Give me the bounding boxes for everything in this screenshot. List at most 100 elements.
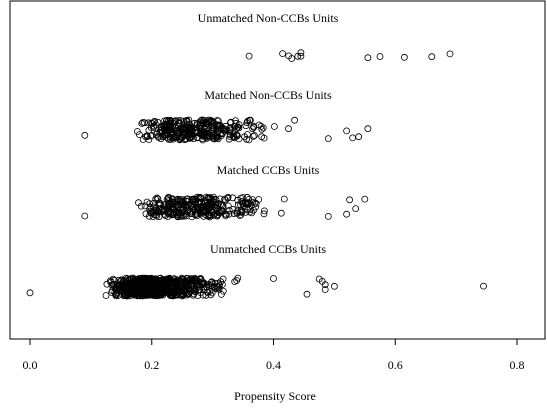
data-point	[285, 125, 292, 133]
data-point	[103, 280, 111, 288]
data-point	[214, 117, 222, 125]
data-point	[205, 116, 213, 124]
data-point	[152, 204, 160, 212]
data-point	[361, 195, 369, 203]
data-point	[163, 116, 171, 124]
data-point	[197, 117, 205, 125]
data-point	[197, 125, 205, 133]
data-point	[364, 125, 372, 133]
data-point	[257, 123, 265, 130]
data-point	[165, 280, 173, 288]
data-point	[158, 206, 166, 214]
data-point	[234, 209, 241, 217]
data-point	[158, 278, 166, 286]
data-point	[204, 288, 212, 296]
data-point	[248, 209, 256, 217]
data-point	[252, 203, 259, 211]
data-point	[349, 134, 357, 142]
data-point	[152, 286, 160, 294]
data-point	[201, 197, 209, 205]
data-point	[193, 210, 201, 218]
data-point	[291, 116, 299, 124]
data-point	[364, 54, 372, 62]
data-point	[148, 278, 156, 286]
data-point	[188, 127, 196, 135]
data-point	[260, 210, 268, 218]
data-point	[186, 134, 194, 142]
data-point	[206, 204, 213, 212]
data-point	[165, 120, 173, 127]
data-point	[428, 53, 436, 61]
data-point	[199, 279, 207, 287]
group-labels: Unmatched Non-CCBs Units Matched Non-CCBs…	[198, 11, 339, 256]
data-point	[238, 208, 246, 216]
data-point	[187, 285, 195, 293]
data-point	[136, 288, 144, 296]
group-label: Matched Non-CCBs Units	[204, 88, 332, 102]
data-point	[110, 282, 117, 289]
data-point	[81, 212, 89, 220]
data-point	[118, 286, 126, 294]
data-point	[206, 211, 214, 219]
data-point	[148, 291, 156, 299]
data-point	[150, 207, 158, 214]
data-point	[198, 204, 206, 212]
data-point	[183, 118, 191, 125]
data-point	[279, 50, 287, 57]
data-point	[153, 194, 161, 202]
data-point	[259, 124, 267, 132]
data-point	[134, 280, 142, 288]
points-layer	[26, 49, 487, 300]
data-point	[123, 280, 131, 288]
data-point	[172, 117, 179, 125]
data-point	[171, 133, 179, 141]
data-point	[480, 282, 487, 290]
data-point	[221, 195, 229, 203]
data-point	[260, 134, 268, 142]
data-point	[165, 200, 172, 208]
data-point	[297, 49, 305, 57]
data-point	[198, 278, 206, 286]
data-point	[174, 286, 182, 294]
data-point	[154, 133, 162, 141]
data-point	[288, 55, 296, 62]
data-point	[213, 285, 221, 293]
data-point	[174, 291, 182, 299]
data-point	[219, 287, 227, 295]
data-point	[376, 53, 384, 60]
data-point	[165, 193, 173, 201]
data-point	[148, 288, 155, 295]
data-point	[200, 286, 208, 294]
data-point	[346, 196, 354, 204]
data-point	[188, 123, 196, 131]
data-point	[270, 123, 278, 130]
x-tick-label: 0.6	[388, 358, 403, 372]
data-point	[193, 204, 201, 212]
data-point	[250, 124, 258, 131]
data-point	[165, 208, 173, 216]
data-point	[135, 131, 143, 139]
data-point	[209, 132, 217, 139]
data-point	[246, 116, 254, 124]
data-point	[229, 132, 237, 140]
x-tick-label: 0.0	[23, 358, 38, 372]
data-point	[215, 200, 223, 207]
x-tick-label: 0.2	[144, 358, 159, 372]
data-point	[217, 132, 225, 140]
data-point	[195, 207, 202, 215]
data-point	[205, 195, 213, 203]
data-point	[221, 127, 228, 135]
data-point	[113, 286, 121, 294]
plot-frame	[9, 0, 546, 340]
data-point	[233, 131, 241, 139]
data-point	[255, 121, 263, 129]
data-point	[155, 205, 163, 213]
data-point	[352, 205, 360, 213]
x-tick-label: 0.4	[266, 358, 281, 372]
data-point	[156, 128, 164, 136]
data-point	[180, 128, 188, 136]
data-point	[212, 201, 219, 209]
data-point	[138, 274, 146, 282]
data-point	[207, 282, 215, 290]
data-point	[181, 278, 189, 285]
